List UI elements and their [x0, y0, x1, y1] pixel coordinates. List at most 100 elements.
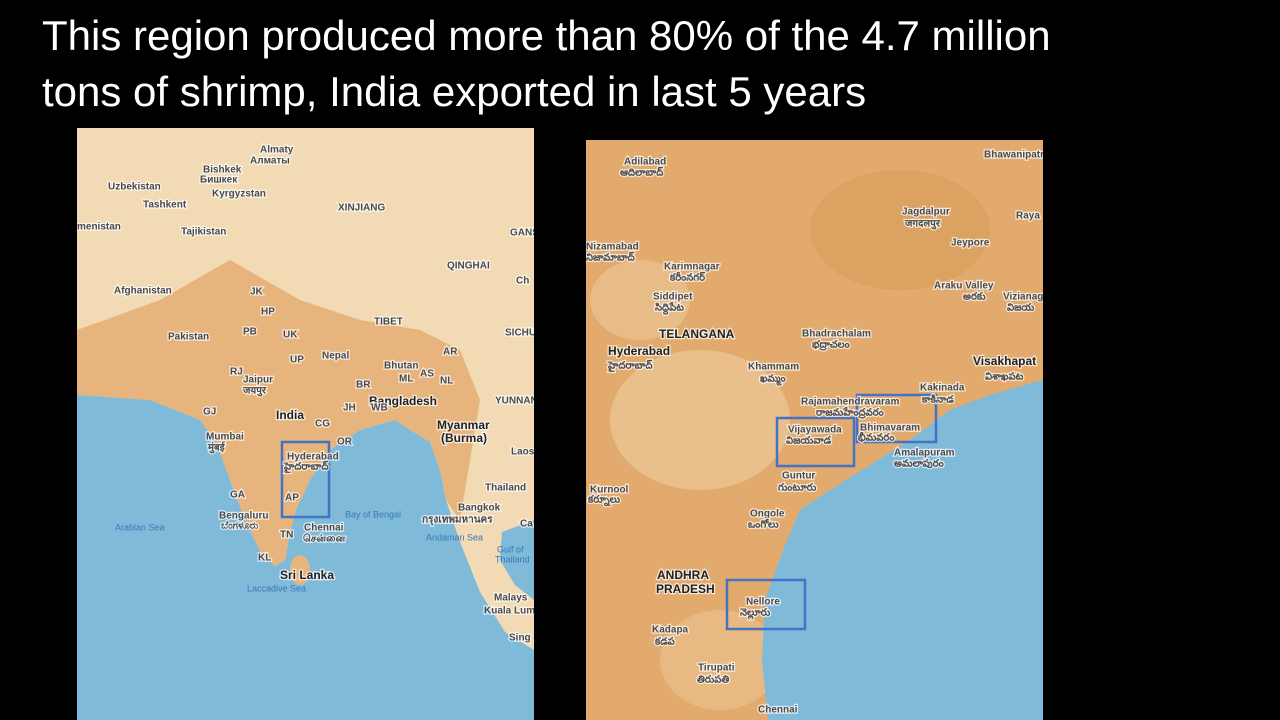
- place-label: Kyrgyzstan: [212, 189, 266, 200]
- place-label: KL: [258, 553, 271, 564]
- place-label: Laos: [511, 447, 535, 458]
- place-label: TN: [280, 530, 293, 541]
- place-label: NL: [440, 376, 453, 387]
- place-label: ఆదిలాబాద్: [620, 167, 663, 179]
- place-label: భీమవరం: [858, 431, 894, 444]
- place-label: PRADESH: [656, 582, 715, 596]
- place-label: Hyderabad: [287, 452, 339, 463]
- place-label: భద్రాచలం: [812, 340, 850, 352]
- place-label: Bhadrachalam: [802, 329, 871, 340]
- place-label: Thailand: [485, 483, 526, 494]
- place-label: PB: [243, 327, 257, 338]
- place-label: Sri Lanka: [280, 568, 334, 582]
- place-label: Nepal: [322, 351, 349, 362]
- place-label: ಬೆಂಗಳೂರು: [221, 521, 258, 532]
- slide-title: This region produced more than 80% of th…: [42, 8, 1051, 120]
- place-label: OR: [337, 437, 353, 448]
- place-label: AS: [420, 369, 434, 380]
- place-label: కాకినాడ: [921, 395, 954, 406]
- left-map: [77, 128, 534, 720]
- place-label: TELANGANA: [659, 327, 735, 341]
- place-label: ఒంగోలు: [748, 519, 779, 531]
- water-label: Arabian Sea: [115, 522, 165, 532]
- place-label: Chennai: [758, 705, 798, 716]
- place-label: SICHU: [505, 328, 536, 339]
- place-label: Tajikistan: [181, 227, 226, 238]
- water-label: Gulf of: [497, 544, 524, 554]
- place-label: Afghanistan: [114, 286, 172, 297]
- place-label: Khammam: [748, 362, 799, 373]
- place-label: Tashkent: [143, 200, 187, 211]
- place-label: Bengaluru: [219, 511, 268, 522]
- place-label: విశాఖపట: [985, 372, 1024, 383]
- water-label: Laccadive Sea: [247, 583, 306, 593]
- place-label: అమలాపురం: [894, 459, 944, 470]
- place-label: హైదరాబాద్: [283, 461, 329, 474]
- place-label: Nellore: [746, 597, 780, 608]
- place-label: తిరుపతి: [697, 675, 729, 686]
- water-label: Bay of Bengal: [345, 509, 401, 519]
- place-label: Kadapa: [652, 625, 689, 636]
- place-label: విజయవాడ: [786, 436, 832, 447]
- place-label: (Burma): [441, 431, 487, 445]
- place-label: HP: [261, 307, 275, 318]
- place-label: YUNNAN: [495, 396, 538, 407]
- place-label: Uzbekistan: [108, 182, 161, 193]
- place-label: Karimnagar: [664, 262, 720, 273]
- place-label: AP: [285, 493, 299, 504]
- place-label: కర్నూలు: [587, 495, 621, 507]
- place-label: Mumbai: [206, 432, 244, 443]
- place-label: Pakistan: [168, 332, 209, 343]
- place-label: ఖమ్మం: [760, 374, 786, 387]
- place-label: Bangladesh: [369, 394, 437, 408]
- water-label: Andaman Sea: [426, 532, 483, 542]
- place-label: กรุงเทพมหานคร: [422, 515, 493, 526]
- place-label: నెల్లూరు: [740, 608, 771, 620]
- place-label: India: [276, 408, 304, 422]
- place-label: UP: [290, 355, 304, 366]
- place-label: சென்னை: [303, 533, 345, 545]
- place-label: Ongole: [750, 509, 785, 520]
- place-label: UK: [283, 330, 298, 341]
- place-label: కరీంనగర్: [669, 272, 706, 284]
- place-label: Sing: [509, 633, 531, 644]
- place-label: GA: [230, 490, 245, 501]
- place-label: JK: [250, 287, 264, 298]
- place-label: Tirupati: [698, 663, 735, 674]
- water-label: Thailand: [495, 554, 530, 564]
- place-label: కడప: [654, 637, 675, 648]
- place-label: Nizamabad: [586, 242, 639, 253]
- place-label: హైదరాబాద్: [607, 360, 653, 373]
- place-label: Bhutan: [384, 361, 418, 372]
- place-label: जगदलपुर: [904, 219, 941, 230]
- place-label: విజయ: [1007, 303, 1034, 314]
- place-label: Bangkok: [458, 503, 501, 514]
- place-label: AR: [443, 347, 458, 358]
- place-label: Bishkek: [203, 165, 242, 176]
- place-label: Ca: [520, 519, 533, 530]
- title-line: tons of shrimp, India exported in last 5…: [42, 68, 867, 115]
- place-label: Adilabad: [624, 157, 666, 168]
- place-label: Vijayawada: [788, 425, 842, 436]
- place-label: Бишкек: [200, 175, 238, 186]
- region-box: [855, 393, 938, 444]
- place-label: GJ: [203, 407, 216, 418]
- place-label: TIBET: [374, 317, 403, 328]
- place-label: గుంటూరు: [778, 483, 817, 494]
- place-label: Ch: [516, 276, 529, 287]
- place-label: ANDHRA: [657, 568, 709, 582]
- title-line: This region produced more than 80% of th…: [42, 12, 1051, 59]
- place-label: CG: [315, 419, 330, 430]
- place-label: Araku Valley: [934, 281, 994, 292]
- place-label: Jagdalpur: [902, 207, 950, 218]
- place-label: JH: [343, 403, 356, 414]
- place-label: Vizianag: [1003, 292, 1043, 303]
- place-label: Myanmar: [437, 418, 490, 432]
- place-label: Bhimavaram: [860, 423, 920, 434]
- place-label: Raya: [1016, 211, 1040, 222]
- region-box: [725, 578, 807, 631]
